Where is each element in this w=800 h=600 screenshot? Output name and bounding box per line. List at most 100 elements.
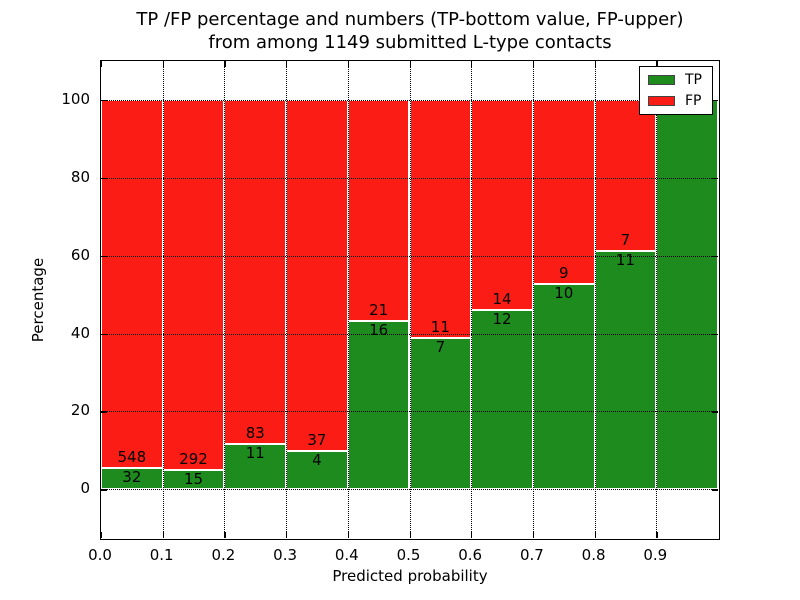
x-tick-label: 0.8 [581,546,606,564]
legend-item-fp: FP [648,94,702,108]
bar-label-tp: 11 [615,251,635,270]
bar-label-fp: 21 [369,300,389,319]
tick-mark [409,532,411,538]
bar-segment-tp [532,284,595,490]
bar-label-fp: 292 [179,450,208,469]
tick-mark [101,61,103,67]
bar-label-fp: 11 [430,317,450,336]
tick-mark [101,411,107,413]
x-tick-label: 0.7 [519,546,544,564]
tick-mark [712,333,718,335]
bar-segment-tp [471,309,533,490]
bar-segment-fp [532,99,595,285]
bar-segment-fp [347,99,410,321]
x-axis-label: Predicted probability [332,567,488,585]
chart-title: TP /FP percentage and numbers (TP-bottom… [100,8,720,54]
bar-segment-fp [162,99,225,471]
gridline-x [347,61,349,538]
tick-mark [712,177,718,180]
y-tick-label: 20 [70,401,90,420]
tick-mark [656,61,658,67]
bar-label-fp: 83 [245,423,265,442]
tick-mark [594,61,596,67]
bar-segment-fp [471,99,533,310]
legend-label-tp: TP [685,72,702,88]
tick-mark [286,532,288,538]
tick-mark [712,255,718,257]
tick-mark [224,61,226,67]
tick-mark [286,61,288,67]
y-tick-label: 60 [70,245,90,264]
chart-title-line1: TP /FP percentage and numbers (TP-bottom… [136,9,684,30]
tick-mark [712,99,718,102]
tick-mark [712,411,718,413]
tick-mark [471,532,473,538]
gridline-x [224,61,226,538]
bar-segment-tp [286,451,348,490]
gridline-x [471,61,473,538]
fp-swatch-icon [648,96,675,106]
tick-mark [101,99,107,102]
legend-label-fp: FP [685,93,702,109]
gridline-x [286,61,288,538]
bar-label-fp: 9 [558,264,569,283]
tp-swatch-icon [648,75,675,85]
y-tick-label: 40 [70,323,90,342]
gridline-x [594,61,596,538]
bar-segment-tp [594,251,657,490]
bar-label-tp: 12 [492,309,512,328]
tick-mark [712,489,718,491]
tick-mark [532,61,535,67]
tick-mark [162,61,164,67]
tick-mark [532,532,535,538]
tick-mark [347,532,350,538]
gridline-x [409,61,411,538]
legend-item-tp: TP [648,73,702,87]
bar-label-fp: 548 [117,447,147,466]
bar-label-tp: 16 [369,320,389,339]
bar-label-fp: 14 [492,289,512,308]
tick-mark [101,489,107,491]
x-tick-label: 0.0 [88,546,112,564]
tick-mark [101,255,107,257]
bar-segment-fp [224,99,287,444]
bar-label-tp: 4 [312,451,322,470]
tick-mark [471,61,473,67]
x-tick-label: 0.9 [643,546,668,564]
y-tick-label: 100 [61,89,90,108]
bar-segment-fp [101,99,163,468]
bar-label-tp: 11 [245,443,265,462]
chart-title-line2: from among 1149 submitted L-type contact… [208,32,612,53]
tick-mark [101,333,107,335]
plot-area: TP FP 548 32 292 15 83 11 37 4 21 16 11 7 14 12 9 10 7 11… [100,60,720,540]
x-tick-label: 0.1 [149,546,174,564]
bar-label-fp: 7 [620,231,631,250]
bar-label-fp: 37 [307,431,327,450]
tick-mark [409,61,411,67]
tick-mark [101,532,103,538]
bar-segment-tp [101,467,163,490]
tick-mark [347,61,350,67]
bar-segment-fp [594,99,657,252]
bar-label-tp: 7 [435,337,446,356]
gridline-x [162,61,164,538]
bar-segment-tp [409,337,472,490]
y-tick-label: 80 [70,167,90,186]
y-tick-label: 0 [80,479,90,498]
gridline-x [532,61,534,538]
bar-label-tp: 15 [183,470,204,489]
tick-mark [224,532,226,538]
bar-segment-tp [347,320,410,490]
legend: TP FP [639,66,713,115]
bar-label-tp: 32 [122,467,142,486]
tick-mark [594,532,596,538]
bar-segment-fp [286,99,348,452]
x-tick-label: 0.3 [273,546,298,564]
tick-mark [656,532,658,538]
bar-segment-tp [656,99,718,490]
bar-segment-fp [409,99,472,338]
x-tick-label: 0.2 [211,546,236,564]
tick-mark [101,177,107,180]
x-tick-label: 0.4 [334,546,359,564]
